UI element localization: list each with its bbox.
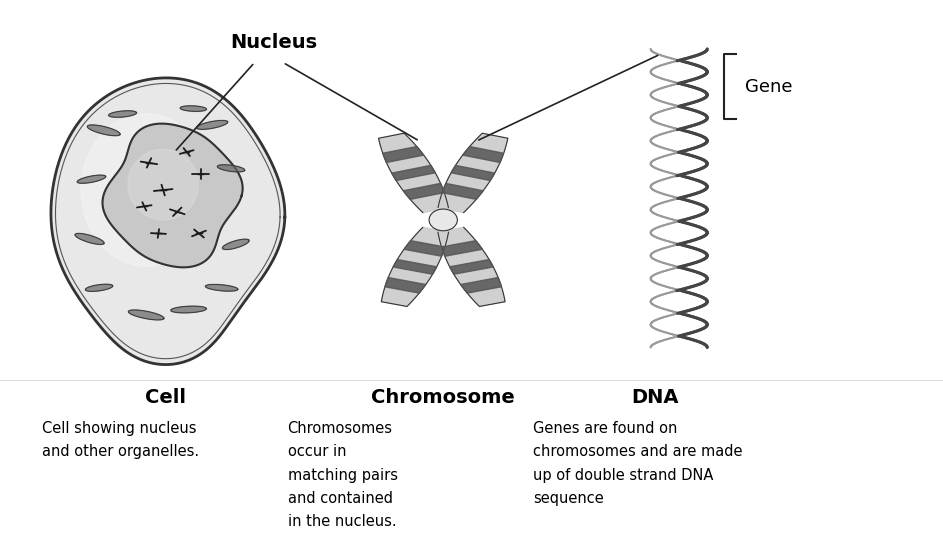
Text: DNA: DNA <box>632 388 679 407</box>
Polygon shape <box>223 239 249 250</box>
Polygon shape <box>81 114 211 266</box>
Polygon shape <box>108 111 137 117</box>
Polygon shape <box>383 147 423 162</box>
Text: Gene: Gene <box>745 78 792 96</box>
Text: Cell showing nucleus
and other organelles.: Cell showing nucleus and other organelle… <box>42 421 200 459</box>
Polygon shape <box>51 78 285 364</box>
Polygon shape <box>180 106 207 111</box>
Polygon shape <box>75 233 104 244</box>
Polygon shape <box>196 121 228 129</box>
Polygon shape <box>378 133 449 213</box>
Text: Genes are found on
chromosomes and are made
up of double strand DNA
sequence: Genes are found on chromosomes and are m… <box>533 421 742 506</box>
Polygon shape <box>450 260 493 274</box>
Polygon shape <box>404 184 444 199</box>
Text: Chromosomes
occur in
matching pairs
and contained
in the nucleus.: Chromosomes occur in matching pairs and … <box>288 421 398 529</box>
Polygon shape <box>217 165 245 172</box>
Polygon shape <box>128 310 164 320</box>
Text: Cell: Cell <box>144 388 186 407</box>
Polygon shape <box>385 277 426 293</box>
Polygon shape <box>128 149 198 220</box>
Polygon shape <box>206 285 238 291</box>
Polygon shape <box>88 125 120 136</box>
Polygon shape <box>85 284 113 292</box>
Polygon shape <box>438 228 505 306</box>
Polygon shape <box>438 133 508 213</box>
Polygon shape <box>103 124 242 267</box>
Polygon shape <box>381 228 449 306</box>
Text: Nucleus: Nucleus <box>230 33 317 52</box>
Polygon shape <box>391 166 436 180</box>
Polygon shape <box>77 175 106 184</box>
Polygon shape <box>463 147 504 162</box>
Polygon shape <box>460 277 502 293</box>
Polygon shape <box>171 306 207 313</box>
Text: Chromosome: Chromosome <box>372 388 515 407</box>
Polygon shape <box>404 241 445 256</box>
Polygon shape <box>441 241 483 256</box>
Polygon shape <box>451 166 495 180</box>
Polygon shape <box>393 260 437 274</box>
Ellipse shape <box>429 209 457 231</box>
Polygon shape <box>442 184 483 199</box>
